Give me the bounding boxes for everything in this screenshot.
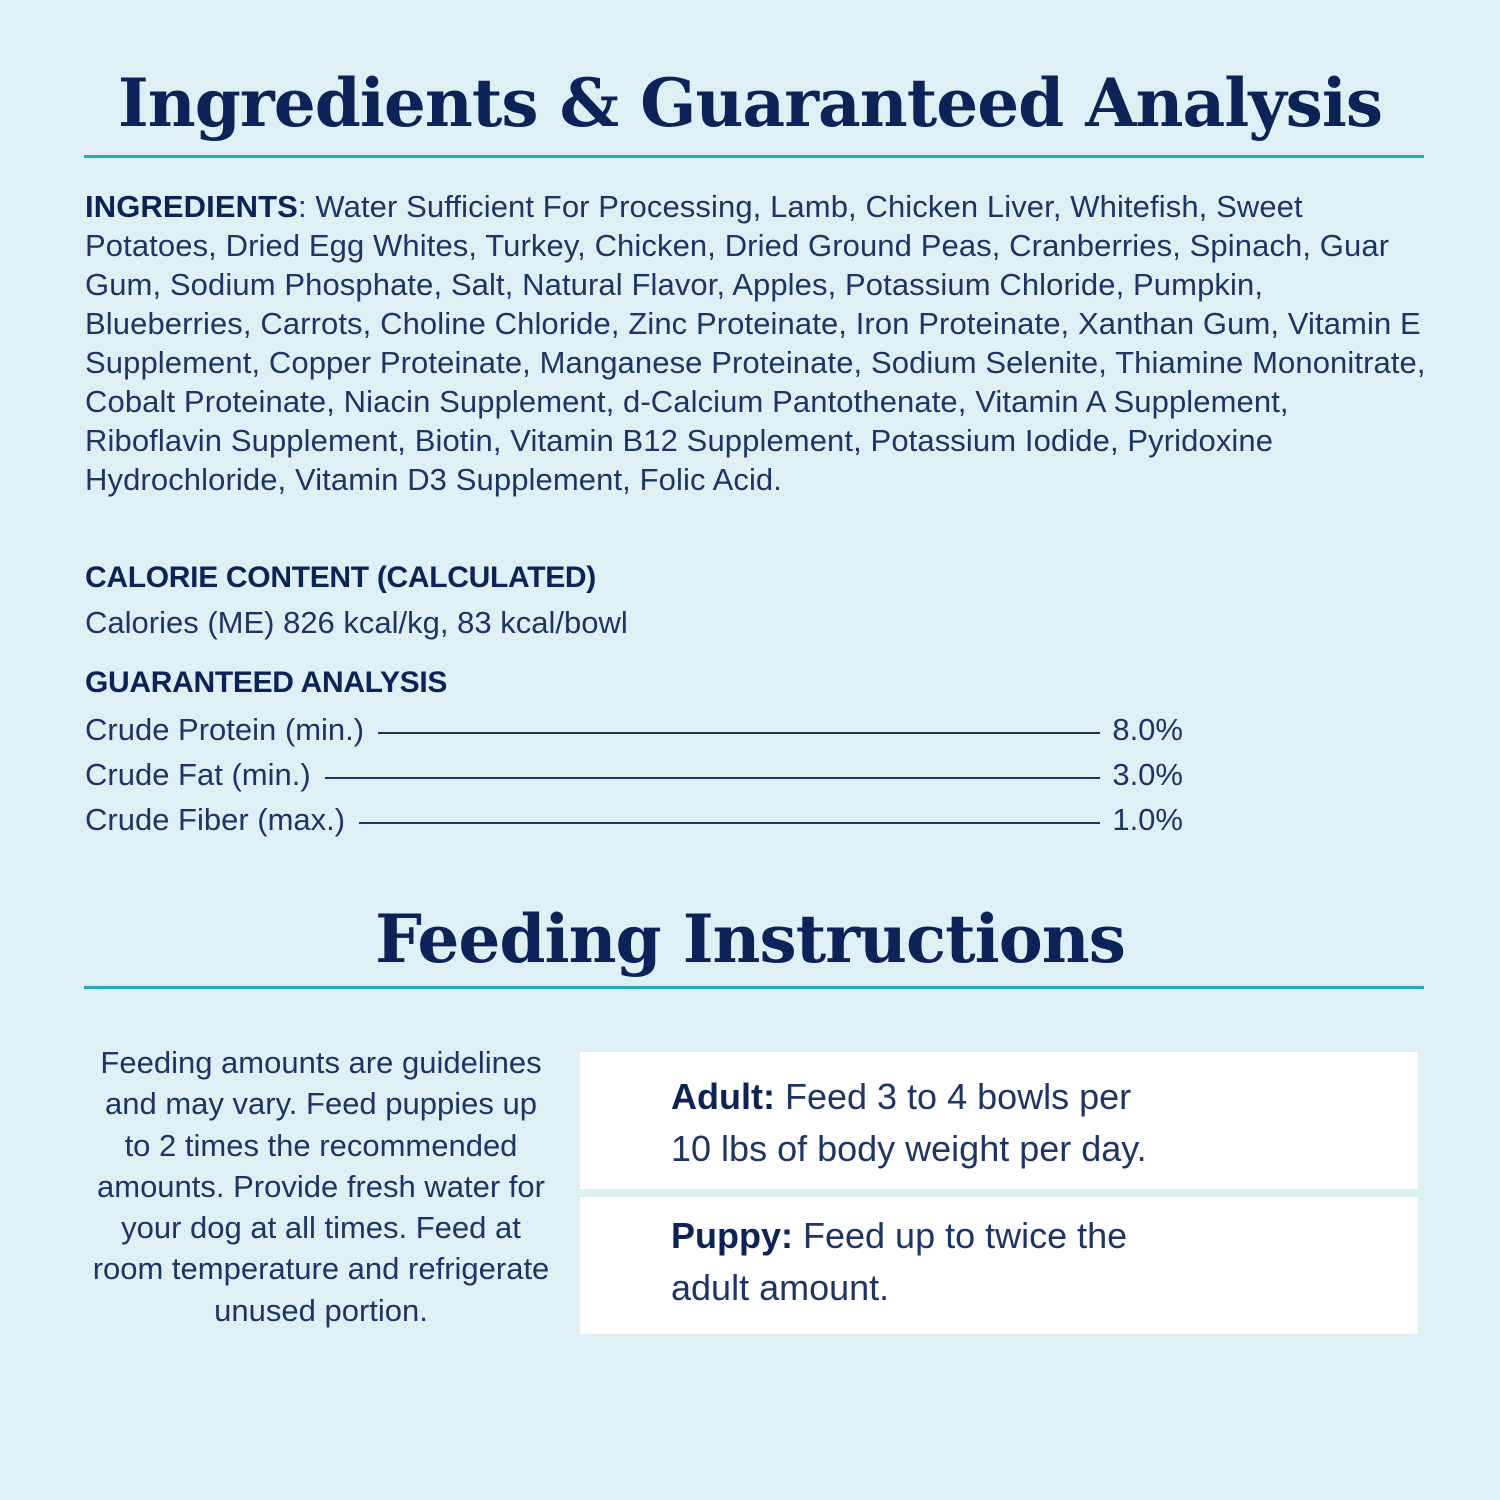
puppy-label: Puppy: bbox=[671, 1215, 793, 1256]
title-divider bbox=[84, 155, 1424, 158]
adult-text-line1: Feed 3 to 4 bowls per bbox=[774, 1076, 1132, 1117]
ingredients-label: INGREDIENTS bbox=[85, 189, 298, 224]
title-divider bbox=[84, 986, 1424, 989]
guaranteed-analysis-heading: GUARANTEED ANALYSIS bbox=[85, 666, 448, 699]
analysis-name: Crude Fiber (max.) bbox=[85, 802, 346, 837]
ingredients-text: : Water Sufficient For Processing, Lamb,… bbox=[85, 189, 1426, 497]
feeding-guidelines-note: Feeding amounts are guidelines and may v… bbox=[92, 1045, 550, 1328]
adult-feeding-box: Adult: Feed 3 to 4 bowls per 10 lbs of b… bbox=[580, 1052, 1418, 1189]
dotted-leader-line bbox=[324, 777, 1101, 779]
analysis-name: Crude Protein (min.) bbox=[85, 712, 365, 747]
calorie-content-text: Calories (ME) 826 kcal/kg, 83 kcal/bowl bbox=[85, 605, 628, 640]
calorie-content-heading: CALORIE CONTENT (CALCULATED) bbox=[85, 561, 596, 594]
analysis-value: 1.0% bbox=[1112, 802, 1183, 837]
feeding-instructions-title: Feeding Instructions bbox=[375, 900, 1126, 978]
analysis-row: Crude Fat (min.) 3.0% bbox=[85, 755, 1183, 795]
adult-label: Adult: bbox=[671, 1076, 775, 1117]
puppy-text-line2: adult amount. bbox=[671, 1267, 890, 1308]
analysis-value: 8.0% bbox=[1112, 712, 1183, 747]
adult-text-line2: 10 lbs of body weight per day. bbox=[671, 1128, 1147, 1169]
dotted-leader-line bbox=[378, 732, 1101, 734]
analysis-name: Crude Fat (min.) bbox=[85, 757, 311, 792]
ingredients-analysis-title: Ingredients & Guaranteed Analysis bbox=[117, 64, 1383, 142]
puppy-text-line1: Feed up to twice the bbox=[793, 1215, 1128, 1256]
analysis-row: Crude Protein (min.) 8.0% bbox=[85, 710, 1183, 750]
ingredients-list: INGREDIENTS: Water Sufficient For Proces… bbox=[85, 187, 1430, 499]
analysis-value: 3.0% bbox=[1112, 757, 1183, 792]
dotted-leader-line bbox=[359, 822, 1101, 824]
analysis-row: Crude Fiber (max.) 1.0% bbox=[85, 800, 1183, 840]
puppy-feeding-box: Puppy: Feed up to twice the adult amount… bbox=[580, 1197, 1418, 1334]
